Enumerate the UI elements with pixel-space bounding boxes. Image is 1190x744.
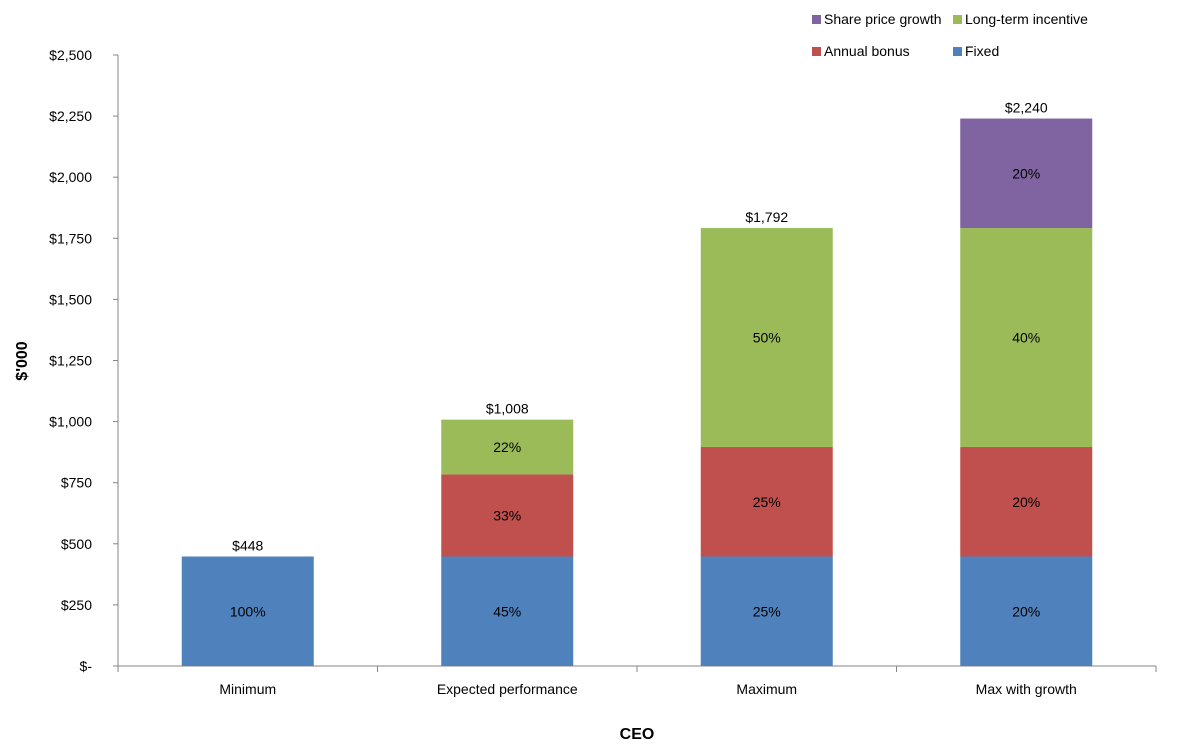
bar-segment <box>700 228 833 448</box>
x-tick-label: Max with growth <box>976 681 1077 697</box>
y-tick-label: $250 <box>61 597 92 613</box>
legend: Share price growth Long-term incentive Ann… <box>812 11 1088 59</box>
segment-label: 33% <box>493 507 521 523</box>
y-tick-label: $1,000 <box>49 414 92 430</box>
legend-item: Fixed <box>953 43 999 59</box>
y-tick-label: $1,500 <box>49 291 92 307</box>
segment-label: 20% <box>1012 165 1040 181</box>
bar-segment <box>441 556 574 666</box>
bar-segment <box>700 447 833 557</box>
x-tick-label: Expected performance <box>437 681 578 697</box>
y-tick-label: $- <box>80 658 93 674</box>
bar-segment <box>960 228 1093 448</box>
legend-label: Long-term incentive <box>965 11 1088 27</box>
legend-swatch <box>953 47 962 56</box>
legend-label: Fixed <box>965 43 999 59</box>
total-label: $1,792 <box>745 209 788 225</box>
legend-label: Annual bonus <box>824 43 910 59</box>
bar-segment <box>441 419 574 475</box>
bar-segment <box>960 556 1093 666</box>
legend-item: Annual bonus <box>812 43 910 59</box>
bar-segment <box>960 447 1093 557</box>
y-axis-title: $'000 <box>14 341 31 381</box>
segment-label: 40% <box>1012 330 1040 346</box>
axes: $- $250 $500 $750 $1,000 $1,250 $1,500 $1,750 $2… <box>49 47 1157 697</box>
y-tick-label: $1,750 <box>49 230 92 246</box>
total-label: $2,240 <box>1005 100 1048 116</box>
segment-label: 25% <box>753 494 781 510</box>
y-tick-label: $500 <box>61 536 92 552</box>
segment-label: 100% <box>230 603 266 619</box>
bars <box>181 118 1093 666</box>
total-label: $1,008 <box>486 401 529 417</box>
bar-segment <box>441 474 574 557</box>
legend-swatch <box>812 15 821 24</box>
y-tick-label: $2,500 <box>49 47 92 63</box>
x-axis-title: CEO <box>620 726 655 743</box>
legend-swatch <box>812 47 821 56</box>
segment-label: 25% <box>753 603 781 619</box>
bar-segment <box>181 556 314 666</box>
x-tick-label: Minimum <box>219 681 276 697</box>
segment-label: 45% <box>493 603 521 619</box>
y-tick-label: $2,250 <box>49 108 92 124</box>
legend-item: Share price growth <box>812 11 942 27</box>
total-label: $448 <box>232 538 263 554</box>
segment-label: 50% <box>753 330 781 346</box>
data-labels: 100% $448 45% 33% 22% $1,008 25% 25% 50% $1,792 20… <box>230 100 1048 620</box>
y-tick-label: $1,250 <box>49 353 92 369</box>
segment-label: 20% <box>1012 494 1040 510</box>
legend-label: Share price growth <box>824 11 942 27</box>
segment-label: 22% <box>493 439 521 455</box>
bar-segment <box>960 118 1093 229</box>
y-tick-label: $2,000 <box>49 169 92 185</box>
segment-label: 20% <box>1012 603 1040 619</box>
legend-item: Long-term incentive <box>953 11 1088 27</box>
x-tick-label: Maximum <box>736 681 797 697</box>
legend-swatch <box>953 15 962 24</box>
bar-segment <box>700 556 833 666</box>
y-tick-label: $750 <box>61 475 92 491</box>
